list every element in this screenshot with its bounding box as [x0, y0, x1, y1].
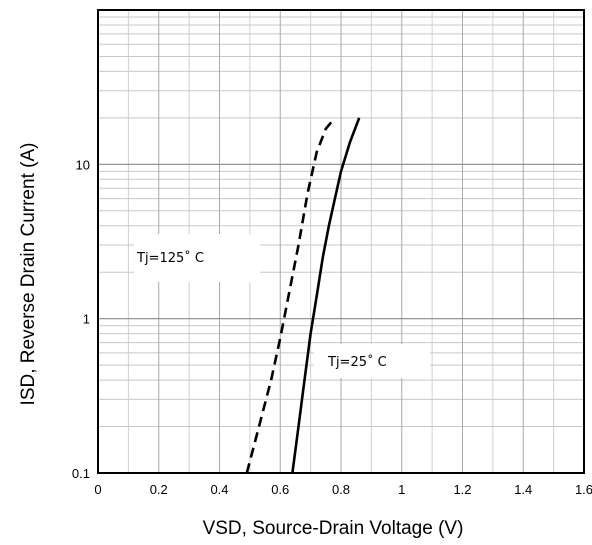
y-tick-label: 0.1 — [72, 466, 90, 481]
plot-frame — [97, 9, 585, 474]
y-tick-labels: 0.1 1 10 — [72, 157, 90, 481]
annotation-tj125-label: Tj=125˚ C — [136, 250, 204, 266]
y-tick-label: 10 — [76, 157, 90, 172]
x-tick-label: 0.6 — [271, 482, 289, 497]
x-tick-label: 0.4 — [210, 482, 228, 497]
x-tick-labels: 0 0.2 0.4 0.6 0.8 1 1.2 1.4 1.6 — [94, 482, 592, 497]
x-axis-title: VSD, Source-Drain Voltage (V) — [203, 518, 464, 539]
series-line-tj25 — [291, 117, 361, 474]
y-tick-label: 1 — [83, 312, 90, 327]
x-tick-label: 1 — [398, 482, 405, 497]
x-tick-label: 1.6 — [575, 482, 592, 497]
x-tick-label: 0.8 — [332, 482, 350, 497]
x-tick-label: 0 — [94, 482, 101, 497]
x-tick-label: 0.2 — [150, 482, 168, 497]
annotation-tj25: Tj=25˚ C — [314, 344, 430, 378]
x-tick-label: 1.4 — [514, 482, 532, 497]
annotation-tj125: Tj=125˚ C — [134, 234, 260, 282]
series-line-tj125 — [245, 120, 333, 474]
x-tick-label: 1.2 — [453, 482, 471, 497]
y-axis-title: ISD, Reverse Drain Current (A) — [18, 143, 39, 406]
annotation-tj25-label: Tj=25˚ C — [327, 354, 387, 370]
series-layer — [245, 117, 361, 474]
